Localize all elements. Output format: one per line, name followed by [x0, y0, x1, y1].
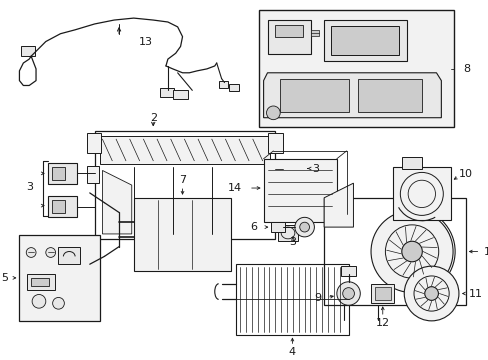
Bar — [358, 78, 421, 112]
Circle shape — [370, 211, 452, 293]
Circle shape — [294, 217, 314, 237]
Bar — [48, 163, 77, 184]
Polygon shape — [102, 170, 131, 234]
Circle shape — [336, 282, 360, 305]
Bar — [87, 166, 99, 183]
Circle shape — [266, 106, 280, 120]
Text: 11: 11 — [468, 288, 482, 298]
Bar — [392, 167, 450, 220]
Bar — [95, 131, 275, 239]
Bar — [374, 287, 390, 300]
Text: 3: 3 — [27, 182, 34, 192]
Text: 8: 8 — [462, 64, 469, 74]
Bar — [172, 90, 188, 99]
Bar — [283, 159, 304, 178]
Circle shape — [342, 288, 354, 300]
Bar — [330, 26, 399, 55]
Text: 14: 14 — [227, 183, 242, 193]
Bar — [370, 284, 394, 303]
Circle shape — [26, 248, 36, 257]
Bar — [267, 20, 311, 54]
Text: 3: 3 — [312, 163, 319, 174]
Bar — [20, 235, 100, 321]
Bar — [133, 198, 231, 271]
Bar — [21, 46, 35, 56]
Text: 5: 5 — [0, 273, 8, 283]
Bar — [263, 159, 336, 222]
Bar — [402, 157, 421, 168]
Circle shape — [404, 266, 458, 321]
Bar — [278, 225, 297, 241]
Circle shape — [32, 294, 46, 308]
Text: 6: 6 — [250, 222, 257, 232]
Text: 13: 13 — [138, 36, 152, 46]
Text: 9: 9 — [313, 293, 321, 303]
Bar — [27, 274, 55, 289]
Bar — [271, 222, 285, 232]
Bar — [324, 198, 465, 305]
Polygon shape — [324, 183, 353, 227]
Circle shape — [424, 287, 438, 300]
Bar — [236, 264, 348, 334]
Bar — [48, 196, 77, 217]
Polygon shape — [263, 73, 441, 118]
Bar — [160, 89, 173, 97]
Bar — [87, 133, 102, 153]
Bar — [229, 84, 239, 91]
Text: 3: 3 — [289, 237, 296, 247]
Bar — [340, 266, 356, 276]
Circle shape — [401, 241, 422, 262]
Circle shape — [299, 222, 309, 232]
Bar — [311, 30, 319, 36]
Text: 2: 2 — [149, 113, 157, 123]
Text: 1: 1 — [482, 247, 488, 257]
Text: 7: 7 — [179, 175, 186, 185]
Bar — [59, 247, 80, 264]
Text: 10: 10 — [458, 169, 472, 179]
Text: 12: 12 — [375, 318, 389, 328]
Bar — [100, 136, 270, 163]
Bar — [52, 167, 65, 180]
Text: 4: 4 — [288, 347, 295, 357]
Bar — [31, 278, 49, 286]
Bar — [324, 20, 407, 61]
Circle shape — [46, 248, 56, 257]
Circle shape — [53, 297, 64, 309]
Bar — [268, 133, 283, 153]
Bar — [275, 25, 302, 37]
Bar — [280, 78, 348, 112]
Bar — [218, 81, 228, 89]
Bar — [258, 10, 453, 127]
Bar — [52, 200, 65, 213]
